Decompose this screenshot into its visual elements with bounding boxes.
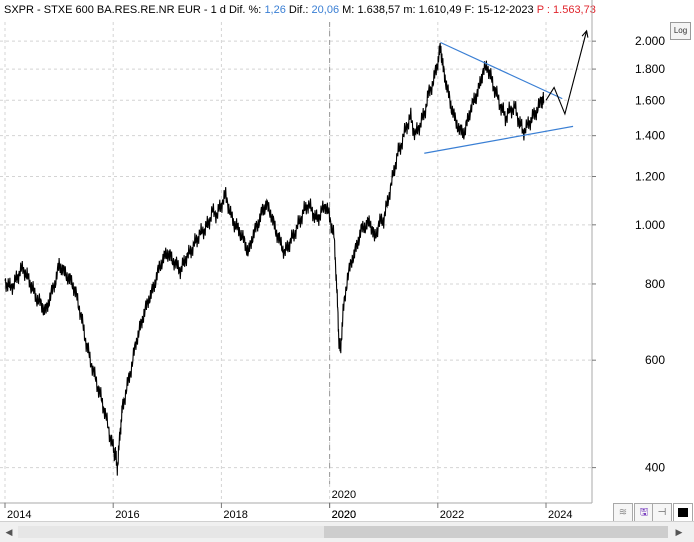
scroll-right-icon[interactable]: ▶ bbox=[675, 527, 683, 537]
time-tick-label: 2022 bbox=[440, 509, 464, 521]
wave-tool-button[interactable]: ≋ bbox=[613, 503, 633, 522]
price-tick-label: 1.400 bbox=[635, 129, 665, 143]
price-tick-label: 1.000 bbox=[635, 218, 665, 232]
log-scale-button[interactable]: Log bbox=[670, 22, 691, 40]
price-tick-label: 800 bbox=[645, 277, 665, 291]
price-tick-label: 400 bbox=[645, 461, 665, 475]
time-tick-label: 2020 bbox=[332, 509, 356, 521]
price-tick-label: 1.600 bbox=[635, 93, 665, 107]
color-swatch bbox=[678, 508, 688, 517]
scroll-thumb[interactable] bbox=[324, 526, 668, 538]
price-tick-label: 1.800 bbox=[635, 62, 665, 76]
time-tick-label: 2014 bbox=[7, 509, 31, 521]
time-tick-label: 2016 bbox=[115, 509, 139, 521]
min-label: m: bbox=[403, 4, 416, 16]
trendlines bbox=[424, 29, 589, 154]
time-tick-label: 2018 bbox=[223, 509, 247, 521]
price-tick-label: 2.000 bbox=[635, 34, 665, 48]
pin-icon[interactable]: ⊣ bbox=[652, 503, 672, 522]
last-price-value: 1.563,73 bbox=[553, 4, 596, 16]
projection-arrowhead bbox=[581, 29, 589, 38]
dif-label: Dif.: bbox=[288, 4, 309, 16]
cursor-date-label: 2020 bbox=[332, 489, 356, 501]
min-value: 1.610,49 bbox=[418, 4, 462, 16]
dif-pct-label: Dif. %: bbox=[228, 4, 262, 16]
dif-value: 20,06 bbox=[311, 4, 340, 16]
trend-line bbox=[440, 41, 563, 100]
dif-pct-value: 1,26 bbox=[264, 4, 286, 16]
horizontal-scrollbar[interactable]: ◀ ▶ bbox=[0, 521, 694, 542]
trend-line bbox=[424, 125, 574, 154]
scroll-left-icon[interactable]: ◀ bbox=[5, 527, 13, 537]
price-tick-label: 600 bbox=[645, 353, 665, 367]
scroll-track[interactable] bbox=[18, 526, 668, 538]
max-label: M: bbox=[342, 4, 355, 16]
date-value: 15-12-2023 bbox=[477, 4, 534, 16]
date-label: F: bbox=[464, 4, 475, 16]
series-layer bbox=[4, 42, 545, 476]
chart-header: SXPR - STXE 600 BA.RES.RE.NR EUR - 1 d D… bbox=[0, 0, 614, 20]
last-price-label: P : bbox=[536, 4, 550, 16]
grid bbox=[0, 22, 592, 503]
price-axis: 400 600 800 1.000 1.200 1.400 1.600 1.800 2.000 bbox=[592, 34, 665, 475]
price-chart[interactable]: 4006008001.0001.2001.4001.6001.8002.000 … bbox=[0, 0, 694, 521]
time-tick-label: 2020 bbox=[332, 509, 356, 521]
price-series-line bbox=[4, 42, 545, 476]
max-value: 1.638,57 bbox=[357, 4, 401, 16]
projection-path bbox=[545, 30, 588, 116]
save-icon[interactable]: 🖫 bbox=[634, 503, 654, 522]
color-picker-button[interactable] bbox=[673, 503, 693, 522]
symbol-title: SXPR - STXE 600 BA.RES.RE.NR EUR - 1 d bbox=[4, 4, 226, 16]
time-tick-label: 2024 bbox=[548, 509, 572, 521]
price-tick-label: 1.200 bbox=[635, 170, 665, 184]
